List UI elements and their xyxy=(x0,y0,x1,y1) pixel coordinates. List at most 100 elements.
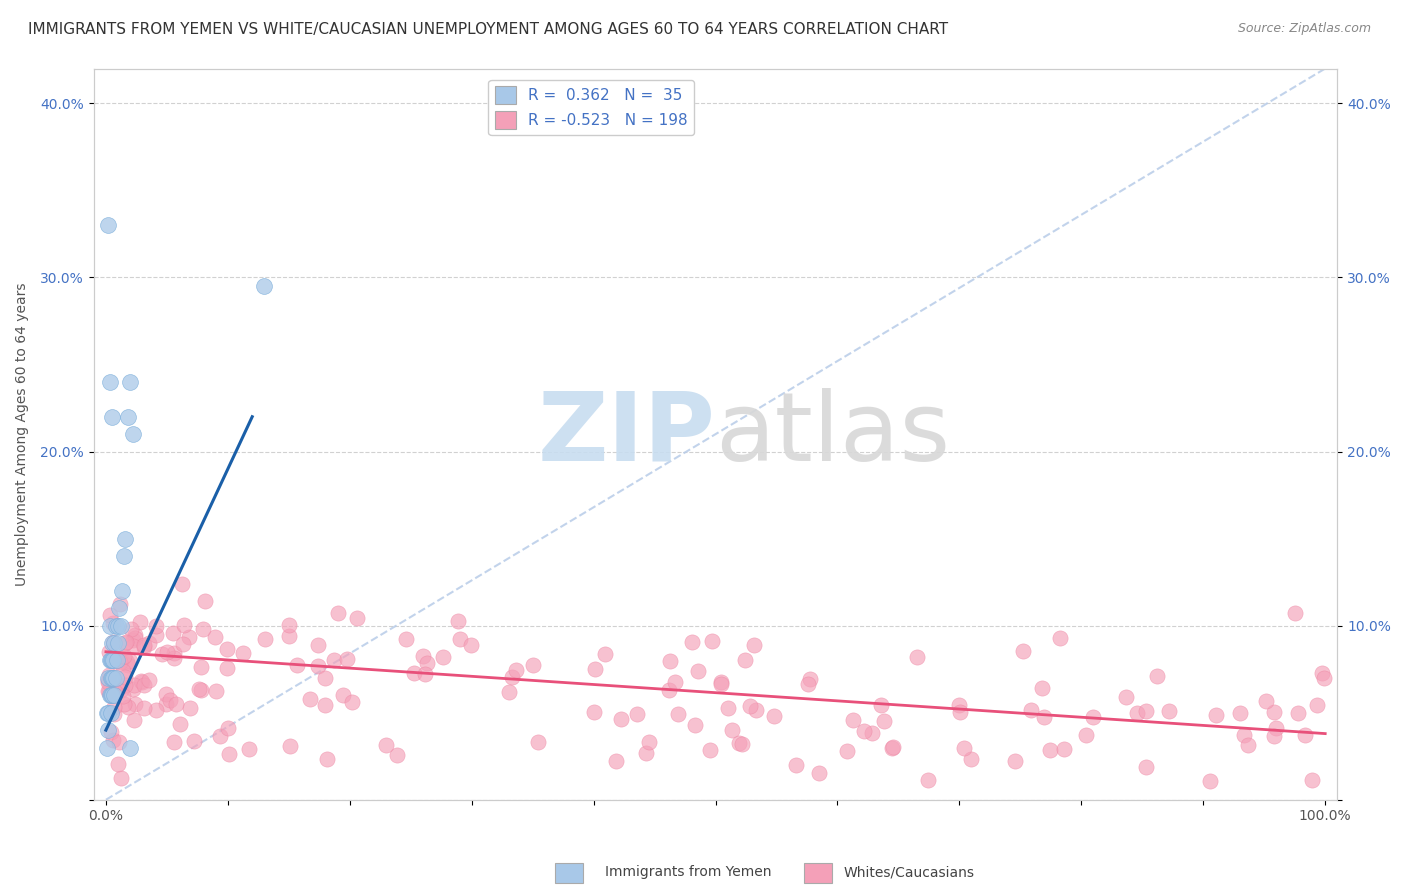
Point xyxy=(328,607,350,621)
Point xyxy=(111,583,134,598)
Point xyxy=(217,721,239,735)
Point xyxy=(731,737,754,751)
Point xyxy=(1306,698,1329,712)
Point xyxy=(402,666,425,681)
Point xyxy=(1049,631,1071,645)
Point xyxy=(395,632,418,647)
Point xyxy=(101,615,124,630)
Point xyxy=(666,706,689,721)
Point xyxy=(253,279,276,293)
Point xyxy=(111,654,134,668)
Point xyxy=(103,706,125,721)
Point xyxy=(342,695,364,709)
Point xyxy=(277,629,299,643)
Point xyxy=(953,740,976,755)
Point xyxy=(460,638,482,652)
Point xyxy=(882,740,904,755)
Point xyxy=(163,646,186,660)
Point xyxy=(107,636,129,650)
Point xyxy=(204,630,226,644)
Point xyxy=(432,650,454,665)
Point xyxy=(112,649,135,664)
Point xyxy=(103,699,125,714)
Point xyxy=(97,684,120,698)
Point xyxy=(98,688,121,702)
Point xyxy=(173,618,195,632)
Point xyxy=(111,689,134,703)
Point xyxy=(1263,729,1285,743)
Point xyxy=(101,653,124,667)
Point xyxy=(103,653,125,667)
Point xyxy=(253,632,276,646)
Point xyxy=(120,740,142,755)
Point xyxy=(162,626,184,640)
Point xyxy=(100,706,122,720)
Point xyxy=(129,615,152,629)
Point xyxy=(110,618,132,632)
Point xyxy=(156,645,179,659)
Point xyxy=(124,697,146,711)
Point xyxy=(1286,706,1309,720)
Point xyxy=(583,662,606,676)
Point xyxy=(681,635,703,649)
Point xyxy=(1135,704,1157,718)
Point xyxy=(118,654,141,668)
Point xyxy=(505,663,527,677)
Point xyxy=(742,638,765,652)
Point xyxy=(98,668,121,682)
Point xyxy=(101,636,124,650)
Text: IMMIGRANTS FROM YEMEN VS WHITE/CAUCASIAN UNEMPLOYMENT AMONG AGES 60 TO 64 YEARS : IMMIGRANTS FROM YEMEN VS WHITE/CAUCASIAN… xyxy=(28,22,948,37)
Point xyxy=(413,667,436,681)
Point xyxy=(1301,772,1323,787)
Point xyxy=(105,653,128,667)
Point xyxy=(336,652,359,666)
Point xyxy=(1294,728,1316,742)
Point xyxy=(873,714,896,729)
Point xyxy=(138,673,160,687)
Point xyxy=(115,655,138,669)
Point xyxy=(122,640,145,654)
Point xyxy=(1039,743,1062,757)
Point xyxy=(97,671,120,685)
Point xyxy=(416,656,439,670)
Point xyxy=(97,673,120,687)
Point xyxy=(209,729,232,743)
Point xyxy=(1229,706,1251,720)
Point xyxy=(1074,728,1097,742)
Point xyxy=(110,682,132,697)
Point xyxy=(120,375,142,389)
Point xyxy=(132,638,155,652)
Point xyxy=(97,683,120,698)
Point xyxy=(121,427,143,442)
Point xyxy=(664,675,686,690)
Point xyxy=(98,608,121,623)
Point xyxy=(842,713,865,727)
Point xyxy=(112,549,135,563)
Point xyxy=(103,688,125,702)
Point xyxy=(120,622,142,636)
Point xyxy=(100,671,122,685)
Point xyxy=(104,618,127,632)
Point xyxy=(1313,672,1336,686)
Point xyxy=(163,735,186,749)
Point xyxy=(165,697,187,711)
Point xyxy=(104,685,127,699)
Point xyxy=(129,673,152,688)
Point xyxy=(98,618,121,632)
Point xyxy=(446,614,468,628)
Point xyxy=(307,658,329,673)
Point xyxy=(1254,694,1277,708)
Point xyxy=(686,664,709,678)
Point xyxy=(699,742,721,756)
Point xyxy=(117,657,139,672)
Point xyxy=(498,685,520,699)
Point xyxy=(949,705,972,719)
Point xyxy=(122,713,145,727)
Point xyxy=(1199,774,1222,789)
Point xyxy=(316,752,339,766)
Point xyxy=(150,647,173,661)
Point xyxy=(785,758,807,772)
Point xyxy=(155,686,177,700)
Point xyxy=(217,642,239,657)
Point xyxy=(797,677,820,691)
